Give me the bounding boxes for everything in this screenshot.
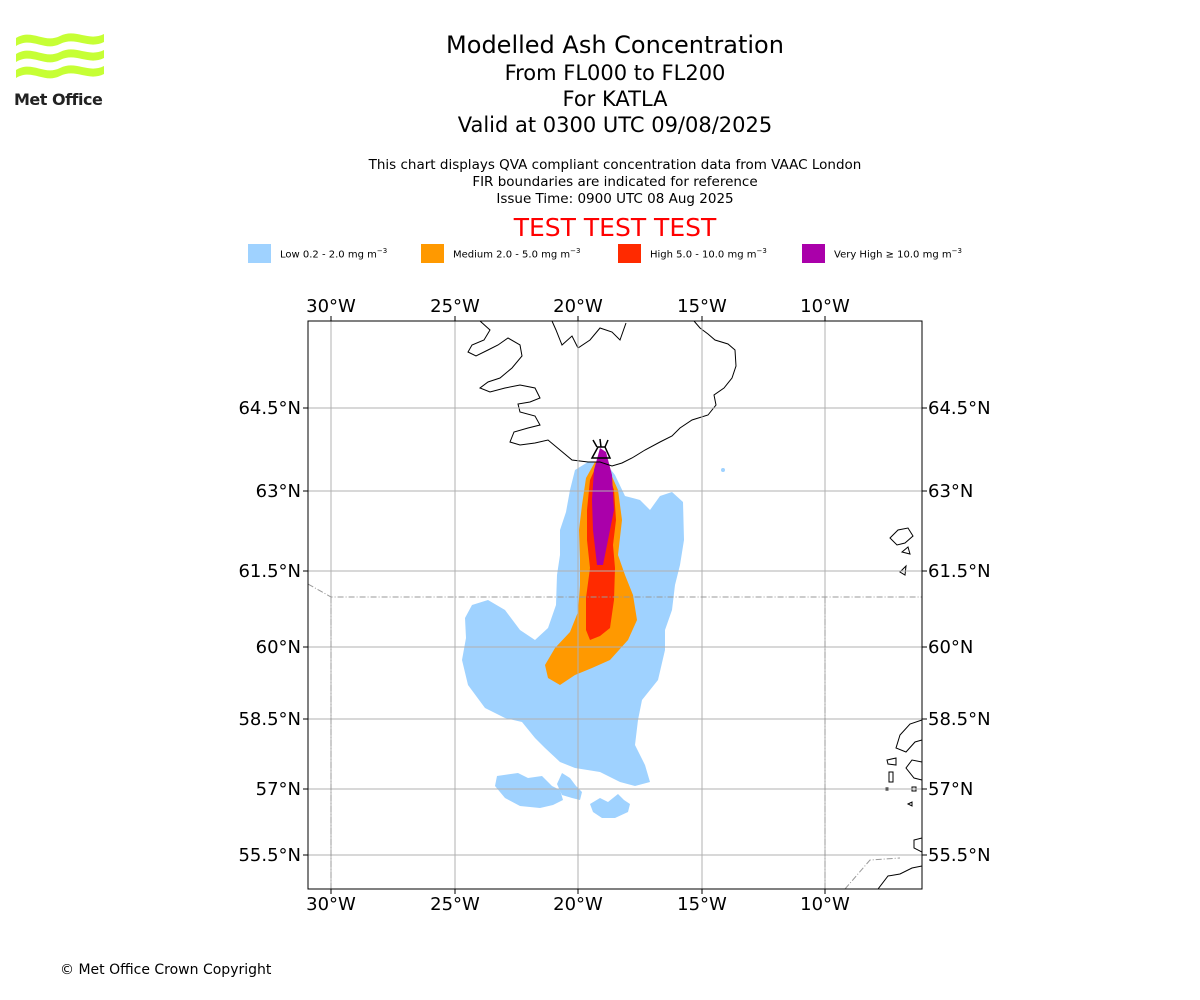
lon-label: 10°W (800, 296, 850, 317)
scotland-coastline (877, 719, 922, 889)
lon-label: 10°W (800, 894, 850, 915)
valid-time: Valid at 0300 UTC 09/08/2025 (457, 113, 773, 137)
lat-label: 61.5°N (928, 561, 991, 582)
ash-very-high-area (592, 448, 614, 565)
logo-waves-icon (16, 33, 104, 79)
lon-label: 30°W (306, 296, 356, 317)
met-office-logo: Met Office (14, 30, 114, 114)
lat-labels-right: 64.5°N 63°N 61.5°N 60°N 58.5°N 57°N 55.5… (928, 398, 991, 866)
note-qva: This chart displays QVA compliant concen… (368, 157, 862, 173)
faroe-islands (889, 527, 914, 576)
map-frame (307, 320, 923, 890)
volcano-name: For KATLA (562, 87, 668, 111)
lon-label: 25°W (430, 296, 480, 317)
ash-low-area (462, 462, 725, 818)
test-banner: TEST TEST TEST (513, 213, 717, 242)
legend-swatch-high (618, 244, 641, 263)
iceland-coastline (467, 321, 737, 467)
logo-text: Met Office (14, 90, 103, 109)
lat-label: 58.5°N (238, 709, 301, 730)
legend-swatch-very-high (802, 244, 825, 263)
fir-boundaries (308, 583, 922, 889)
legend-swatch-medium (421, 244, 444, 263)
chart-title-block: Modelled Ash Concentration From FL000 to… (315, 30, 915, 138)
legend-label-high: High 5.0 - 10.0 mg m (650, 249, 757, 261)
map-content (308, 321, 922, 889)
lon-label: 15°W (677, 296, 727, 317)
lon-labels-bottom: 30°W 25°W 20°W 15°W 10°W (306, 894, 850, 915)
legend-label-low: Low 0.2 - 2.0 mg m (280, 249, 377, 261)
map-ticks (303, 316, 927, 894)
legend-item-high: High 5.0 - 10.0 mg m−3 (618, 244, 798, 264)
chart-notes: This chart displays QVA compliant concen… (315, 157, 915, 208)
legend-swatch-low (248, 244, 271, 263)
lat-label: 57°N (256, 779, 301, 800)
lat-label: 64.5°N (928, 398, 991, 419)
lat-label: 63°N (928, 481, 973, 502)
lat-label: 63°N (256, 481, 301, 502)
legend-item-very-high: Very High ≥ 10.0 mg m−3 (802, 244, 1002, 264)
lon-label: 25°W (430, 894, 480, 915)
lon-label: 20°W (553, 894, 603, 915)
lon-label: 20°W (553, 296, 603, 317)
legend-item-medium: Medium 2.0 - 5.0 mg m−3 (421, 244, 611, 264)
iceland-north-coast (551, 321, 627, 349)
lat-label: 55.5°N (238, 845, 301, 866)
lat-label: 55.5°N (928, 845, 991, 866)
lat-label: 64.5°N (238, 398, 301, 419)
note-issue-time: Issue Time: 0900 UTC 08 Aug 2025 (496, 191, 734, 207)
lat-labels-left: 64.5°N 63°N 61.5°N 60°N 58.5°N 57°N 55.5… (238, 398, 301, 866)
lat-label: 61.5°N (238, 561, 301, 582)
lat-label: 57°N (928, 779, 973, 800)
lat-label: 60°N (256, 637, 301, 658)
volcano-icon (590, 438, 612, 459)
lon-labels-top: 30°W 25°W 20°W 15°W 10°W (306, 296, 850, 317)
legend-label-medium: Medium 2.0 - 5.0 mg m (453, 249, 571, 261)
flight-level-range: From FL000 to FL200 (504, 61, 726, 85)
lat-label: 60°N (928, 637, 973, 658)
lat-label: 58.5°N (928, 709, 991, 730)
chart-title: Modelled Ash Concentration (446, 31, 784, 59)
note-fir: FIR boundaries are indicated for referen… (472, 174, 758, 190)
legend-item-low: Low 0.2 - 2.0 mg m−3 (248, 244, 418, 264)
legend-label-very-high: Very High ≥ 10.0 mg m (834, 249, 952, 261)
copyright: © Met Office Crown Copyright (60, 962, 272, 978)
lon-label: 30°W (306, 894, 356, 915)
lon-label: 15°W (677, 894, 727, 915)
